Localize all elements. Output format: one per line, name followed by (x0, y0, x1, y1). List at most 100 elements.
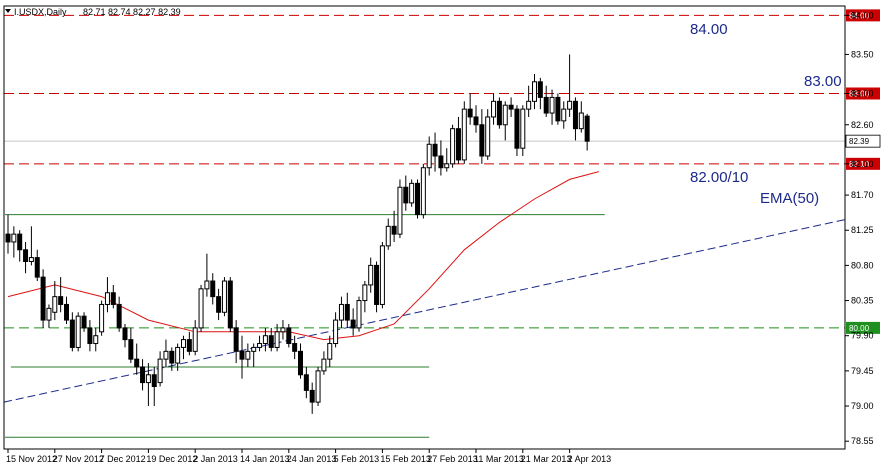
header-dropdown-icon[interactable] (5, 9, 11, 13)
candle-body (280, 327, 286, 333)
candle (280, 320, 286, 340)
candle (122, 323, 128, 348)
candle-body (87, 327, 93, 345)
level-price-tag (846, 9, 880, 22)
candle (496, 97, 502, 129)
y-tick-label: 83.50 (851, 49, 874, 59)
candle-body (151, 374, 157, 387)
candle-body (567, 100, 573, 110)
candle (444, 148, 450, 172)
candle (292, 335, 298, 360)
candle-body (122, 327, 128, 341)
candle-body (17, 233, 23, 251)
candle (350, 308, 356, 336)
candle (461, 101, 467, 164)
candle (251, 343, 257, 367)
level-price-tag (846, 87, 880, 100)
candle-body (181, 339, 186, 348)
candle (257, 335, 263, 352)
candle (315, 366, 321, 407)
candle (5, 214, 11, 254)
candle-body (455, 128, 461, 161)
candle-body (409, 182, 415, 204)
candle-body (420, 167, 426, 216)
candle (537, 77, 543, 110)
candle (415, 179, 420, 219)
candle-body (508, 104, 514, 110)
candle-body (578, 112, 584, 130)
levels-layer: 84.00 83.00 82.10 80.00 (4, 9, 880, 334)
candle (239, 335, 245, 379)
candle (34, 249, 40, 282)
candle (145, 363, 151, 407)
candle-body (415, 182, 420, 216)
candle (23, 241, 29, 274)
level-price-tag (846, 321, 880, 334)
candle (87, 320, 93, 352)
candle (508, 97, 514, 117)
candle-body (93, 335, 99, 345)
candle (233, 320, 239, 364)
candle-body (298, 350, 303, 376)
candle (420, 163, 426, 219)
candle (227, 277, 233, 332)
candle-body (145, 374, 151, 384)
level-price-tag (846, 157, 880, 170)
candle (514, 105, 520, 157)
lines-layer (3, 140, 846, 438)
candle (403, 175, 409, 211)
level-label-8200: 82.00/10 (690, 169, 748, 186)
y-tick-label: 84.00 (851, 10, 874, 20)
candle-body (584, 115, 590, 142)
candle-body (23, 249, 29, 262)
candle (578, 101, 584, 133)
candle-body (473, 116, 479, 126)
candle (192, 320, 198, 356)
level-price-tag-text: 82.10 (849, 160, 870, 169)
candle (409, 179, 415, 207)
candle-body (450, 128, 456, 165)
candle-body (227, 280, 233, 329)
x-tick-label: 15 Nov 2012 (6, 454, 57, 464)
candle (368, 257, 374, 293)
candle-body (99, 303, 105, 333)
candle-body (268, 335, 274, 348)
candle (298, 343, 303, 379)
candle-body (333, 319, 339, 345)
candle (450, 124, 456, 168)
y-tick-label: 83.00 (851, 89, 874, 99)
y-tick-label: 81.70 (851, 190, 874, 200)
candle-body (368, 264, 374, 286)
level-price-tag-text: 80.00 (849, 324, 870, 333)
candle (262, 327, 268, 352)
candle (157, 351, 163, 387)
x-tick-label: 7 Dec 2012 (100, 454, 146, 464)
candle-body (555, 96, 561, 122)
candle-body (157, 358, 163, 384)
candle-body (5, 233, 11, 243)
candles-layer (5, 54, 590, 414)
candle (572, 97, 578, 141)
y-tick-label: 82.60 (851, 120, 874, 130)
candle-body (251, 346, 257, 352)
x-tick-label: 21 Mar 2013 (521, 454, 572, 464)
candle (321, 351, 327, 375)
candle-body (110, 292, 116, 305)
candle (64, 296, 69, 324)
candle-body (286, 327, 292, 345)
candle (455, 116, 461, 164)
candle-body (561, 108, 567, 122)
candle (473, 105, 479, 133)
x-tick-label: 24 Jan 2013 (287, 454, 337, 464)
candle-body (344, 303, 350, 321)
candle (286, 323, 292, 348)
candle-body (134, 358, 140, 368)
candle (374, 261, 380, 313)
candle-body (192, 327, 198, 352)
x-tick-label: 11 Mar 2013 (474, 454, 524, 464)
candle-body (572, 100, 578, 130)
candle-body (163, 350, 169, 360)
candle-body (385, 225, 391, 247)
